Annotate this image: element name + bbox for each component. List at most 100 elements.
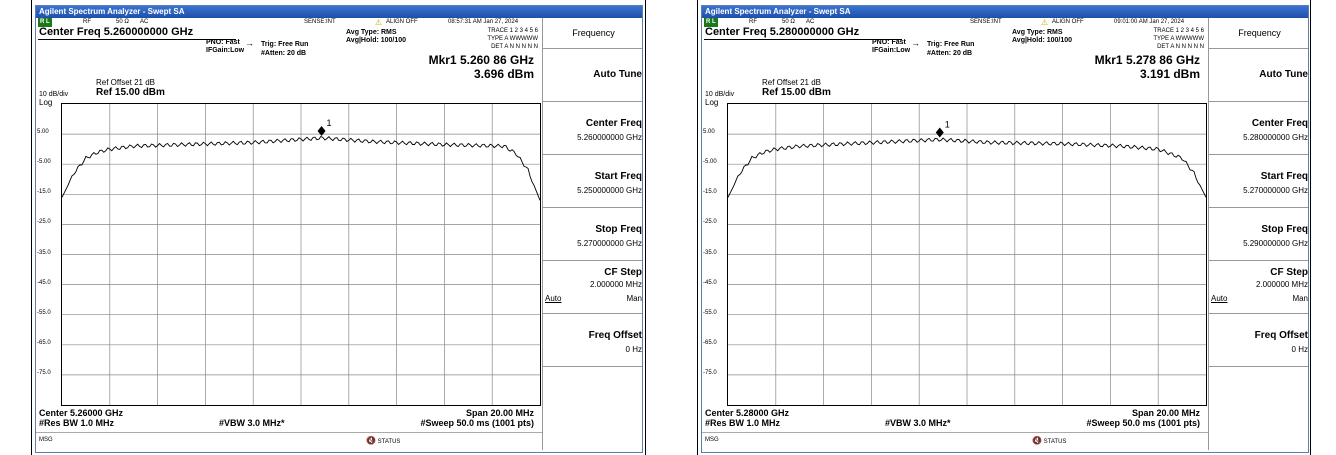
freq-offset-label: Freq Offset: [588, 330, 642, 341]
freq-offset-button[interactable]: Freq Offset 0 Hz: [543, 314, 642, 367]
status-label: STATUS: [1043, 439, 1067, 445]
frame-line-left: [31, 0, 32, 455]
coupling-indicator: AC: [806, 19, 815, 25]
y-tick-label: -65.0: [37, 339, 51, 346]
stop-freq-button[interactable]: Stop Freq 5.270000000 GHz: [543, 208, 642, 261]
spectrum-plot[interactable]: 1: [61, 103, 541, 406]
y-tick-label: -55.0: [703, 309, 717, 316]
arrow-icon: →: [911, 38, 920, 48]
avg-hold-label: Avg|Hold: 100/100: [346, 37, 407, 44]
scale-type: Log: [705, 98, 719, 107]
frame-line-mid-right: [697, 0, 698, 455]
frame-line-mid-left: [645, 0, 646, 455]
start-freq-label: Start Freq: [1260, 171, 1308, 182]
auto-tune-button[interactable]: Auto Tune: [1209, 49, 1308, 102]
center-freq-value: 5.280000000 GHz: [1243, 133, 1308, 142]
marker-diamond[interactable]: [935, 127, 944, 138]
stop-freq-value: 5.290000000 GHz: [1243, 239, 1308, 248]
sense-indicator: SENSE:INT: [304, 19, 336, 25]
spectrum-svg: 1: [727, 104, 1207, 405]
spectrum-trace: [61, 135, 541, 201]
center-label: Center 5.26000 GHz: [39, 408, 124, 418]
cf-step-man[interactable]: Man: [1292, 294, 1308, 303]
rl-indicator: R L: [704, 18, 718, 27]
softkey-panel: Frequency Auto Tune Center Freq 5.260000…: [542, 18, 642, 450]
status-line: R L RF 50 Ω AC SENSE:INT ⚠ ALIGN OFF 09:…: [702, 18, 1208, 27]
status-indicator[interactable]: 🔇 STATUS: [366, 436, 400, 445]
center-freq-display[interactable]: Center Freq 5.280000000 GHz: [705, 26, 860, 38]
warning-icon: ⚠: [375, 18, 383, 27]
impedance-indicator: 50 Ω: [116, 19, 129, 25]
center-freq-label: Center Freq: [1251, 118, 1308, 129]
window-title: Agilent Spectrum Analyzer - Swept SA: [702, 6, 1308, 18]
start-freq-value: 5.270000000 GHz: [1243, 186, 1308, 195]
atten-label: #Atten: 20 dB: [927, 50, 973, 57]
center-freq-underline: [704, 39, 902, 40]
y-tick-label: -75.0: [37, 369, 51, 376]
warning-icon: ⚠: [1041, 18, 1049, 27]
status-indicator[interactable]: 🔇 STATUS: [1032, 436, 1066, 445]
msg-label: MSG: [39, 437, 53, 443]
type-row: TYPE A WWWWW: [1153, 36, 1204, 42]
center-freq-label: Center Freq: [585, 118, 642, 129]
span-label: Span 20.00 MHz: [1131, 408, 1200, 418]
scale-type: Log: [39, 98, 53, 107]
softkey-panel: Frequency Auto Tune Center Freq 5.280000…: [1208, 18, 1308, 450]
auto-tune-button[interactable]: Auto Tune: [543, 49, 642, 102]
start-freq-button[interactable]: Start Freq 5.270000000 GHz: [1209, 155, 1308, 208]
ifgain-label: IFGain:Low: [872, 47, 911, 54]
y-tick-label: -75.0: [703, 369, 717, 376]
type-row: TYPE A WWWWW: [487, 36, 538, 42]
y-tick-label: -15.0: [703, 189, 717, 196]
frame-line-right: [1310, 0, 1311, 455]
marker-number: 1: [945, 120, 950, 130]
coupling-indicator: AC: [140, 19, 149, 25]
cf-step-auto[interactable]: Auto: [1211, 294, 1228, 303]
center-freq-value: 5.260000000 GHz: [577, 133, 642, 142]
trace-table: TRACE 1 2 3 4 5 6 TYPE A WWWWW DET A N N…: [1153, 27, 1204, 51]
start-freq-button[interactable]: Start Freq 5.250000000 GHz: [543, 155, 642, 208]
center-freq-display[interactable]: Center Freq 5.260000000 GHz: [39, 26, 194, 38]
det-row: DET A N N N N N: [1157, 44, 1204, 50]
res-bw-label: #Res BW 1.0 MHz: [705, 418, 781, 428]
avg-hold-label: Avg|Hold: 100/100: [1012, 37, 1073, 44]
impedance-indicator: 50 Ω: [782, 19, 795, 25]
ref-level: Ref 15.00 dBm: [96, 87, 165, 98]
y-tick-label: -65.0: [703, 339, 717, 346]
spectrum-plot[interactable]: 1: [727, 103, 1207, 406]
cf-step-man[interactable]: Man: [626, 294, 642, 303]
y-tick-label: -5.00: [37, 159, 51, 166]
cf-step-value: 2.000000 MHz: [589, 280, 642, 289]
center-freq-button[interactable]: Center Freq 5.280000000 GHz: [1209, 102, 1308, 155]
status-alert-icon: 🔇: [366, 436, 376, 445]
status-label: STATUS: [377, 439, 401, 445]
cf-step-button[interactable]: CF Step 2.000000 MHz Auto Man: [1209, 261, 1308, 314]
marker-diamond[interactable]: [317, 126, 326, 137]
freq-offset-button[interactable]: Freq Offset 0 Hz: [1209, 314, 1308, 367]
trig-label: Trig: Free Run: [261, 41, 309, 48]
status-alert-icon: 🔇: [1032, 436, 1042, 445]
trace-table: TRACE 1 2 3 4 5 6 TYPE A WWWWW DET A N N…: [487, 27, 538, 51]
det-row: DET A N N N N N: [491, 44, 538, 50]
cf-step-auto[interactable]: Auto: [545, 294, 562, 303]
center-freq-button[interactable]: Center Freq 5.260000000 GHz: [543, 102, 642, 155]
marker-level: 3.696 dBm: [473, 67, 534, 81]
vbw-label: #VBW 3.0 MHz*: [219, 418, 285, 428]
y-tick-label: -45.0: [37, 279, 51, 286]
analyzer-window-left: Agilent Spectrum Analyzer - Swept SA R L…: [35, 5, 643, 453]
message-bar: MSG 🔇 STATUS: [702, 432, 1208, 449]
cf-step-value: 2.000000 MHz: [1255, 280, 1308, 289]
rf-indicator: RF: [749, 19, 757, 25]
cf-step-button[interactable]: CF Step 2.000000 MHz Auto Man: [543, 261, 642, 314]
spectrum-trace: [727, 137, 1207, 198]
y-tick-label: -55.0: [37, 309, 51, 316]
softkey-menu-title: Frequency: [1209, 18, 1308, 49]
stop-freq-button[interactable]: Stop Freq 5.290000000 GHz: [1209, 208, 1308, 261]
stop-freq-value: 5.270000000 GHz: [577, 239, 642, 248]
cf-step-label: CF Step: [604, 267, 642, 278]
pno-label: PNO: Fast: [206, 39, 240, 46]
rl-indicator: R L: [38, 18, 52, 27]
align-indicator: ALIGN OFF: [386, 19, 418, 25]
freq-offset-label: Freq Offset: [1254, 330, 1308, 341]
trace-row: TRACE 1 2 3 4 5 6: [487, 28, 538, 34]
